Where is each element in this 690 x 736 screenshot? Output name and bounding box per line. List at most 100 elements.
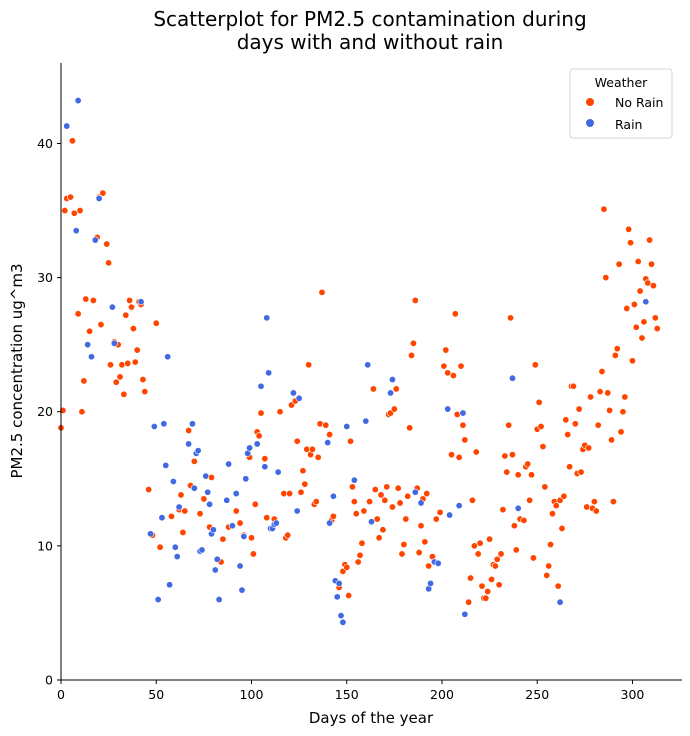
point-rain bbox=[238, 586, 246, 594]
point-rain bbox=[232, 490, 240, 498]
x-tick-label: 100 bbox=[240, 687, 264, 702]
point-no-rain bbox=[455, 453, 463, 461]
point-no-rain bbox=[118, 361, 126, 369]
point-no-rain bbox=[613, 345, 621, 353]
point-rain bbox=[173, 553, 181, 561]
point-no-rain bbox=[247, 534, 255, 542]
point-no-rain bbox=[366, 498, 374, 506]
point-no-rain bbox=[255, 432, 263, 440]
point-no-rain bbox=[127, 303, 135, 311]
point-no-rain bbox=[415, 549, 423, 557]
point-rain bbox=[91, 236, 99, 244]
point-no-rain bbox=[444, 369, 452, 377]
point-no-rain bbox=[617, 428, 625, 436]
point-no-rain bbox=[472, 448, 480, 456]
point-no-rain bbox=[301, 480, 309, 488]
legend-title: Weather bbox=[595, 75, 648, 90]
point-rain bbox=[154, 596, 162, 604]
chart-title-line-2: days with and without rain bbox=[237, 30, 504, 54]
point-no-rain bbox=[305, 361, 313, 369]
point-no-rain bbox=[80, 377, 88, 385]
x-tick-label: 0 bbox=[57, 687, 65, 702]
point-rain bbox=[246, 444, 254, 452]
point-rain bbox=[110, 339, 118, 347]
point-no-rain bbox=[491, 562, 499, 570]
point-no-rain bbox=[604, 389, 612, 397]
point-no-rain bbox=[343, 563, 351, 571]
point-rain bbox=[211, 566, 219, 574]
point-no-rain bbox=[402, 515, 410, 523]
point-no-rain bbox=[350, 498, 358, 506]
point-no-rain bbox=[653, 325, 661, 333]
point-no-rain bbox=[526, 496, 534, 504]
point-no-rain bbox=[207, 473, 215, 481]
point-no-rain bbox=[68, 137, 76, 145]
point-no-rain bbox=[470, 542, 478, 550]
point-no-rain bbox=[122, 311, 130, 319]
legend-box bbox=[569, 68, 673, 139]
point-no-rain bbox=[89, 296, 97, 304]
point-no-rain bbox=[482, 594, 490, 602]
point-rain bbox=[188, 420, 196, 428]
point-no-rain bbox=[440, 362, 448, 370]
point-rain bbox=[427, 579, 435, 587]
point-no-rain bbox=[548, 510, 556, 518]
point-no-rain bbox=[352, 510, 360, 518]
point-no-rain bbox=[510, 522, 518, 530]
point-rain bbox=[194, 447, 202, 455]
point-no-rain bbox=[107, 361, 115, 369]
point-rain bbox=[339, 618, 347, 626]
point-no-rain bbox=[407, 351, 415, 359]
point-no-rain bbox=[585, 444, 593, 452]
x-ticks: 0 50 100 150 200 250 300 bbox=[57, 680, 644, 702]
point-no-rain bbox=[345, 591, 353, 599]
point-rain bbox=[223, 496, 231, 504]
point-no-rain bbox=[423, 490, 431, 498]
point-no-rain bbox=[484, 587, 492, 595]
point-rain bbox=[158, 514, 166, 522]
point-no-rain bbox=[356, 551, 364, 559]
point-no-rain bbox=[508, 451, 516, 459]
point-rain bbox=[84, 341, 92, 349]
point-rain bbox=[265, 369, 273, 377]
point-no-rain bbox=[105, 259, 113, 267]
point-no-rain bbox=[369, 385, 377, 393]
point-no-rain bbox=[392, 385, 400, 393]
point-no-rain bbox=[196, 510, 204, 518]
point-no-rain bbox=[316, 420, 324, 428]
point-no-rain bbox=[468, 496, 476, 504]
point-no-rain bbox=[543, 571, 551, 579]
point-no-rain bbox=[388, 503, 396, 511]
point-no-rain bbox=[598, 367, 606, 375]
point-rain bbox=[335, 579, 343, 587]
point-rain bbox=[87, 353, 95, 361]
point-no-rain bbox=[529, 554, 537, 562]
point-no-rain bbox=[354, 558, 362, 566]
y-tick-label: 10 bbox=[37, 538, 53, 553]
point-no-rain bbox=[524, 460, 532, 468]
point-no-rain bbox=[495, 581, 503, 589]
point-no-rain bbox=[566, 463, 574, 471]
point-rain bbox=[343, 422, 351, 430]
y-tick-label: 20 bbox=[37, 404, 53, 419]
point-rain bbox=[175, 503, 183, 511]
y-tick-label: 0 bbox=[45, 673, 53, 688]
point-no-rain bbox=[181, 507, 189, 515]
point-rain bbox=[274, 468, 282, 476]
point-rain bbox=[263, 314, 271, 322]
point-no-rain bbox=[651, 314, 659, 322]
point-no-rain bbox=[623, 304, 631, 312]
point-no-rain bbox=[590, 498, 598, 506]
point-rain bbox=[190, 484, 198, 492]
point-no-rain bbox=[627, 239, 635, 247]
point-rain bbox=[225, 460, 233, 468]
point-no-rain bbox=[312, 498, 320, 506]
point-no-rain bbox=[554, 582, 562, 590]
point-no-rain bbox=[179, 528, 187, 536]
point-no-rain bbox=[619, 408, 627, 416]
point-no-rain bbox=[409, 339, 417, 347]
point-no-rain bbox=[318, 288, 326, 296]
point-no-rain bbox=[634, 258, 642, 266]
point-no-rain bbox=[406, 424, 414, 432]
point-no-rain bbox=[571, 420, 579, 428]
